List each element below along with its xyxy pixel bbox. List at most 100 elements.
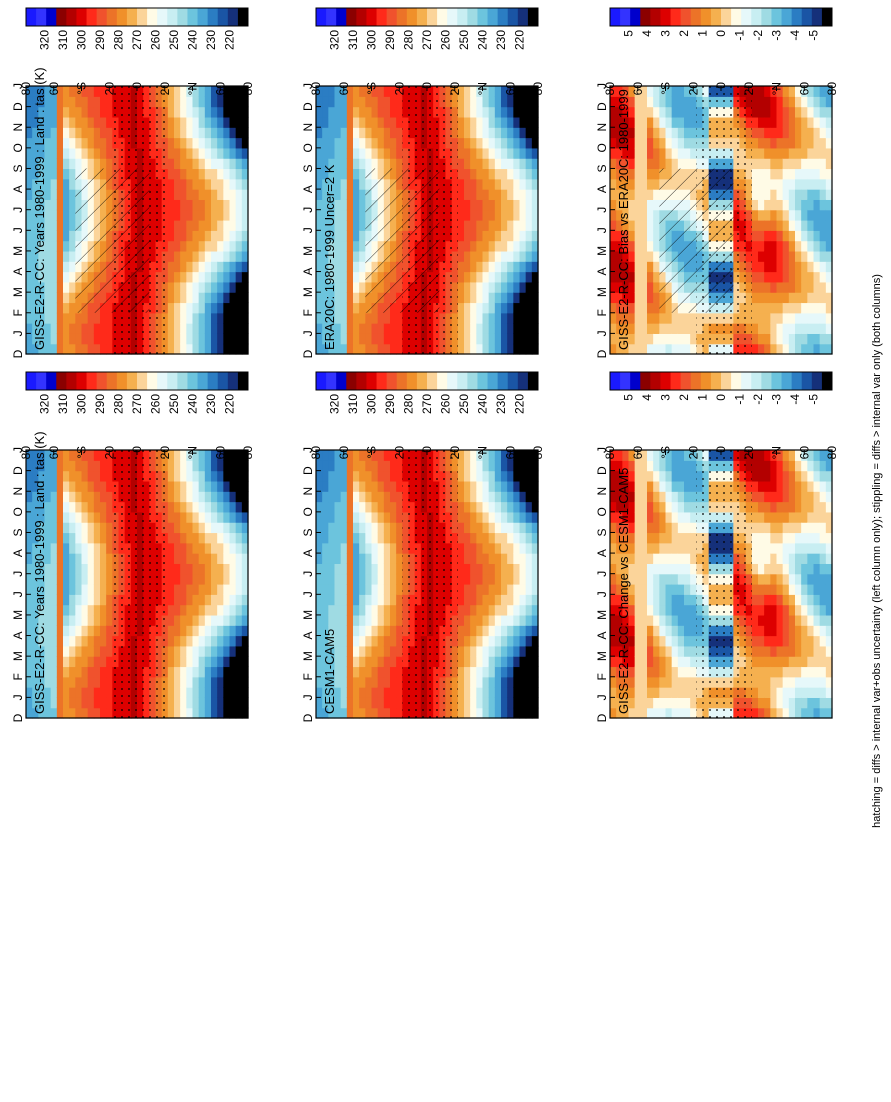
heatmap-cell	[501, 511, 508, 523]
heatmap-cell	[616, 343, 623, 355]
heatmap-cell	[501, 209, 508, 221]
heatmap-cell	[217, 261, 224, 273]
heatmap-cell	[50, 511, 58, 523]
heatmap-cell	[470, 189, 477, 200]
heatmap-cell	[653, 271, 660, 283]
heatmap-cell	[44, 656, 52, 668]
heatmap-cell	[186, 573, 194, 585]
heatmap-cell	[174, 189, 181, 200]
heatmap-cell	[464, 460, 471, 472]
heatmap-cell	[69, 584, 76, 595]
heatmap-cell	[482, 230, 490, 242]
heatmap-cell	[488, 491, 496, 503]
heatmap-cell	[32, 573, 39, 585]
heatmap-cell	[63, 106, 70, 118]
heatmap-cell	[377, 158, 385, 170]
heatmap-cell	[501, 230, 508, 242]
heatmap-cell	[241, 178, 249, 190]
heatmap-cell	[476, 199, 484, 211]
heatmap-cell	[764, 147, 771, 159]
heatmap-cell	[223, 542, 231, 554]
heatmap-cell	[470, 240, 477, 252]
heatmap-cell	[482, 323, 490, 334]
heatmap-cell	[640, 209, 648, 221]
heatmap-cell	[211, 491, 218, 503]
colorbar-swatch	[26, 372, 37, 390]
heatmap-cell	[223, 230, 231, 242]
heatmap-cell	[470, 666, 477, 678]
heatmap-cell	[647, 106, 654, 118]
heatmap-cell	[758, 281, 765, 293]
heatmap-cell	[616, 178, 623, 190]
heatmap-cell	[63, 240, 70, 252]
heatmap-cell	[106, 501, 113, 513]
heatmap-cell	[622, 168, 630, 180]
heatmap-cell	[788, 178, 796, 190]
heatmap-cell	[56, 189, 64, 200]
heatmap-cell	[38, 343, 46, 355]
heatmap-cell	[50, 470, 58, 482]
heatmap-cell	[167, 584, 175, 595]
heatmap-cell	[241, 573, 249, 585]
heatmap-cell	[63, 127, 70, 139]
heatmap-cell	[813, 168, 821, 180]
heatmap-cell	[525, 450, 533, 461]
heatmap-cell	[44, 199, 52, 211]
heatmap-cell	[63, 271, 70, 283]
heatmap-cell	[192, 656, 200, 668]
heatmap-cell	[634, 323, 642, 334]
heatmap-cell	[488, 522, 496, 534]
heatmap-cell	[316, 625, 323, 637]
heatmap-cell	[770, 271, 778, 283]
heatmap-cell	[223, 86, 231, 97]
heatmap-cell	[334, 573, 342, 585]
heatmap-cell	[334, 240, 342, 252]
heatmap-cell	[371, 676, 379, 688]
heatmap-cell	[38, 106, 46, 118]
heatmap-cell	[776, 240, 784, 252]
heatmap-cell	[377, 542, 385, 554]
heatmap-cell	[640, 96, 648, 108]
heatmap-cell	[457, 687, 465, 698]
heatmap-cell	[501, 281, 508, 293]
heatmap-cell	[334, 86, 342, 97]
heatmap-cell	[671, 323, 679, 334]
heatmap-cell	[198, 491, 206, 503]
heatmap-cell	[198, 178, 206, 190]
lat-tick-label: 80	[241, 82, 255, 96]
heatmap-cell	[322, 240, 329, 252]
heatmap-cell	[383, 470, 391, 482]
heatmap-cell	[334, 480, 342, 492]
heatmap-cell	[488, 625, 496, 637]
heatmap-cell	[38, 573, 46, 585]
heatmap-cell	[229, 460, 237, 472]
month-tick-label: A	[301, 185, 315, 193]
heatmap-cell	[75, 522, 83, 534]
heatmap-cell	[457, 281, 465, 293]
heatmap-cell	[50, 116, 58, 128]
heatmap-cell	[525, 271, 533, 283]
heatmap-cell	[340, 106, 348, 118]
heatmap-cell	[235, 220, 243, 231]
heatmap-cell	[770, 343, 778, 355]
heatmap-cell	[788, 168, 796, 180]
heatmap-cell	[464, 158, 471, 170]
heatmap-cell	[647, 220, 654, 231]
heatmap-cell	[38, 594, 46, 606]
heatmap-cell	[359, 250, 366, 262]
heatmap-cell	[653, 106, 660, 118]
heatmap-cell	[513, 645, 521, 657]
heatmap-cell	[186, 501, 194, 513]
heatmap-cell	[100, 645, 107, 657]
heatmap-cell	[198, 645, 206, 657]
heatmap-cell	[531, 594, 539, 606]
heatmap-cell	[807, 271, 815, 283]
heatmap-cell	[167, 460, 175, 472]
heatmap-cell	[328, 491, 336, 503]
heatmap-cell	[457, 584, 465, 595]
heatmap-cell	[167, 302, 175, 314]
colorbar-tick-label: 220	[223, 30, 237, 50]
heatmap-cell	[476, 230, 484, 242]
heatmap-cell	[167, 614, 175, 626]
heatmap-cell	[628, 116, 636, 128]
